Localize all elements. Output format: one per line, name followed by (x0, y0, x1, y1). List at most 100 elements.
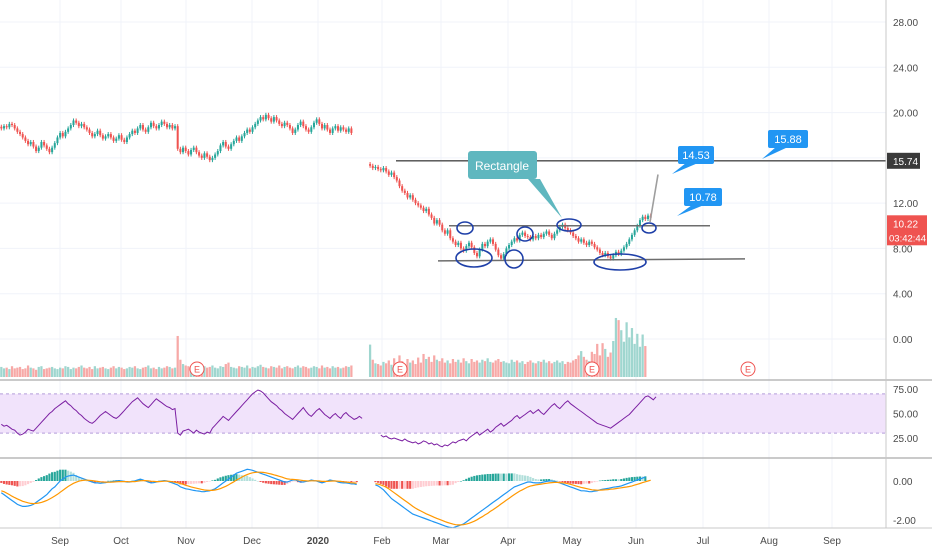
callout-pointer (762, 147, 788, 159)
volume-bar (0, 366, 3, 377)
candle-body (227, 146, 230, 149)
macd-histogram-bar (491, 473, 495, 481)
macd-histogram-bar (630, 477, 634, 481)
volume-bar (425, 359, 428, 377)
volume-bar (101, 366, 104, 377)
macd-histogram-bar (390, 481, 393, 489)
candle-body (387, 171, 390, 175)
candle-body (96, 130, 99, 135)
candle-body (403, 190, 406, 193)
time-axis[interactable]: Sep Oct Nov Dec 2020 Feb Mar Apr May Jun Jul Aug Sep (0, 527, 932, 547)
volume-bar (478, 362, 481, 377)
macd-histogram-bar (72, 472, 75, 481)
macd-histogram-bar (582, 481, 585, 484)
volume-bar (336, 366, 340, 377)
candle-body (593, 243, 596, 248)
candle-body (232, 140, 235, 145)
volume-bar (123, 369, 126, 377)
volume-bar (433, 355, 436, 377)
macd-histogram-bar (53, 471, 56, 481)
macd-histogram-bar (10, 481, 14, 486)
candle-body (27, 140, 30, 145)
volume-bar (574, 359, 577, 377)
candle-body (451, 238, 454, 242)
candle-body (582, 239, 585, 243)
volume-bar (125, 368, 129, 377)
volume-bar (259, 364, 262, 377)
macd-histogram-bar (69, 471, 72, 481)
time-tick-label: 2020 (307, 536, 330, 547)
volume-bar (53, 368, 56, 377)
macd-histogram-bar (590, 481, 593, 483)
price-callout[interactable] (678, 146, 714, 164)
macd-histogram-bar (13, 481, 16, 486)
candle-body (29, 142, 32, 145)
macd-histogram-bar (283, 481, 286, 485)
candle-body (486, 241, 489, 247)
volume-bar (171, 368, 174, 377)
macd-histogram-bar (251, 478, 254, 481)
macd-histogram-bar (238, 474, 241, 481)
price-badges: 15.74 10.22 03:42:44 (887, 152, 927, 246)
macd-histogram-bar (596, 481, 599, 482)
macd-histogram-bar (189, 481, 193, 484)
volume-bar (561, 361, 564, 377)
earnings-marker-icon (189, 361, 205, 377)
volume-bar (173, 367, 177, 377)
macd-histogram-bar (278, 481, 281, 485)
volume-bar (622, 341, 626, 377)
volume-bar (117, 366, 121, 377)
macd-histogram-bar (550, 479, 553, 481)
volume-bar (147, 365, 150, 377)
macd-histogram-bar (37, 478, 40, 481)
macd-histogram-bar (633, 476, 636, 481)
volume-bar (307, 368, 310, 377)
user-drawings[interactable]: E E E E 14.53 10.78 15.88 Rectangle (189, 130, 886, 377)
volume-bar (558, 362, 561, 377)
rectangle-callout[interactable] (468, 151, 537, 179)
volume-bar (40, 366, 43, 377)
volume-bar (280, 368, 284, 377)
candle-body (136, 128, 139, 133)
macd-histogram-bar (526, 475, 529, 481)
volume-bar (187, 366, 190, 377)
candle-body (115, 138, 118, 141)
macd-histogram-bar (449, 481, 452, 486)
volume-bar (387, 360, 390, 377)
macd-histogram-bar (51, 472, 54, 481)
price-callout[interactable] (768, 130, 808, 148)
macd-histogram-bar (580, 481, 583, 485)
macd-histogram-bar (553, 480, 556, 481)
candle-body (427, 208, 430, 215)
price-callout[interactable] (684, 188, 722, 206)
macd-histogram-bar (532, 478, 535, 481)
volume-bar (505, 362, 508, 377)
macd-histogram-bar (264, 481, 267, 484)
candle-body (61, 132, 64, 137)
volume-bar (339, 368, 342, 377)
volume-bar (572, 360, 575, 377)
candle-body (465, 246, 468, 251)
macd-histogram-bar (483, 474, 487, 481)
volume-bar (272, 366, 276, 377)
volume-bar (542, 359, 545, 377)
candle-body (342, 127, 345, 130)
candle-body (548, 231, 551, 235)
macd-histogram-bar (427, 481, 430, 487)
macd-histogram-bar (558, 481, 561, 482)
macd-histogram-bar (350, 481, 353, 483)
macd-histogram-bar (192, 481, 195, 484)
candle-body (37, 147, 40, 152)
macd-histogram-bar (2, 481, 6, 484)
volume-bar (304, 366, 308, 377)
macd-histogram-bar (620, 479, 623, 481)
candle-body (219, 145, 222, 152)
volume-bar (537, 361, 540, 377)
time-tick-label: Sep (51, 536, 69, 547)
candle-body (585, 242, 588, 246)
candle-body (280, 123, 283, 127)
pane-dividers[interactable] (0, 379, 932, 459)
volume-bar (278, 365, 281, 377)
candle-body (195, 147, 198, 153)
